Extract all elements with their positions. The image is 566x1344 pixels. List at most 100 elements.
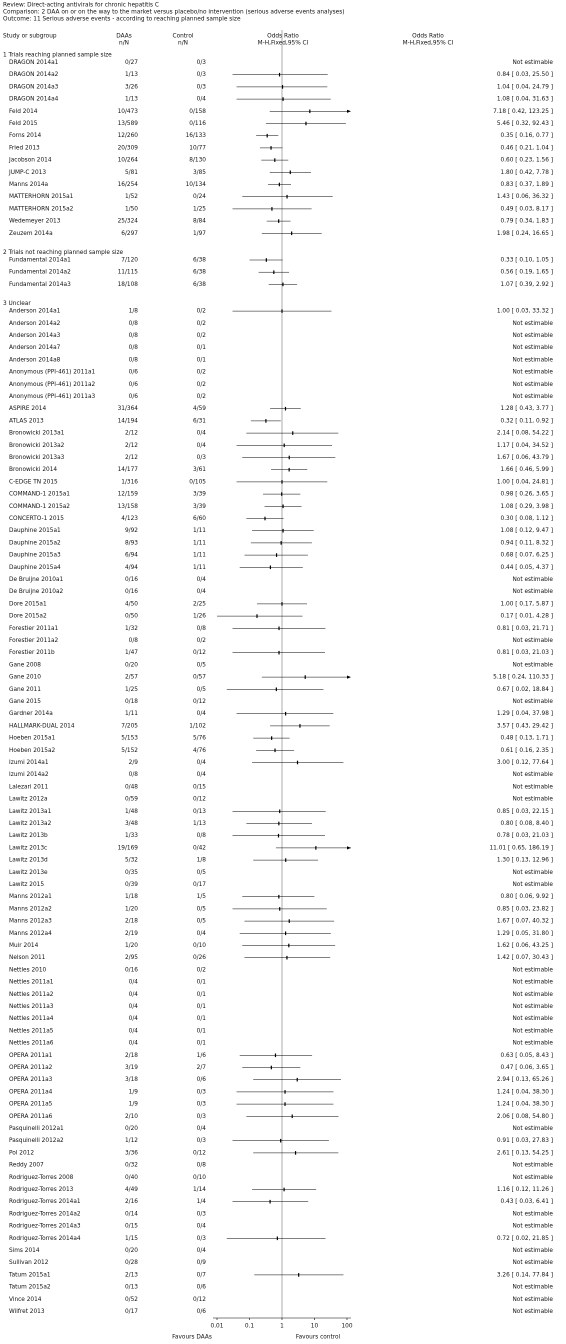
control-count: 0/2 [197, 967, 207, 973]
daas-count: 7/120 [121, 258, 138, 264]
result-label: 0.43 [ 0.03, 6.41 ] [501, 1199, 553, 1205]
study-name: C-EDGE TN 2015 [9, 479, 58, 485]
result-label: Not estimable [512, 797, 553, 803]
result-label: Not estimable [512, 980, 553, 986]
control-count: 0/1 [197, 1004, 207, 1010]
study-name: Dauphine 2015a4 [9, 565, 61, 571]
result-label: 7.18 [ 0.42, 123.25 ] [493, 109, 553, 115]
point-estimate [270, 146, 272, 150]
study-name: Forestier 2011a2 [9, 638, 58, 644]
result-label: 0.35 [ 0.16, 0.77 ] [501, 133, 553, 139]
daas-count: 0/48 [125, 784, 138, 790]
study-name: Lawitz 2013b [9, 833, 48, 839]
control-count: 0/1 [197, 1041, 207, 1047]
daas-count: 20/309 [118, 145, 139, 151]
daas-count: 0/14 [125, 1211, 138, 1217]
control-count: 0/2 [197, 394, 207, 400]
result-label: Not estimable [512, 772, 553, 778]
study-name: Sullivan 2012 [9, 1260, 49, 1266]
control-count: 0/3 [197, 455, 207, 461]
result-label: 0.33 [ 0.10, 1.05 ] [501, 258, 553, 264]
study-name: Lawitz 2013a1 [9, 809, 52, 815]
control-count: 0/116 [189, 121, 206, 127]
point-estimate [277, 833, 280, 838]
daas-count: 1/20 [125, 906, 138, 912]
daas-count: 1/18 [125, 894, 138, 900]
col-daas: DAAs [116, 34, 131, 40]
result-label: 0.32 [ 0.11, 0.92 ] [501, 418, 553, 424]
control-count: 0/3 [197, 1211, 207, 1217]
result-label: 0.80 [ 0.08, 8.40 ] [501, 821, 553, 827]
daas-count: 3/36 [125, 1150, 138, 1156]
daas-count: 2/57 [125, 675, 138, 681]
result-label: Not estimable [512, 589, 553, 595]
result-label: 2.94 [ 0.13, 65.26 ] [497, 1077, 553, 1083]
daas-count: 2/12 [125, 431, 138, 437]
study-name: Anderson 2014a8 [9, 357, 61, 363]
daas-count: 0/8 [129, 772, 139, 778]
study-name: Forestier 2011b [9, 650, 55, 656]
control-count: 0/12 [193, 699, 206, 705]
result-label: 2.06 [ 0.08, 54.80 ] [497, 1114, 553, 1120]
outcome: Outcome: 11 Serious adverse events - acc… [3, 17, 241, 23]
point-estimate [284, 931, 287, 936]
daas-count: 1/9 [129, 1089, 139, 1095]
daas-count: 0/16 [125, 577, 138, 583]
control-count: 0/4 [197, 931, 207, 937]
group-title: 1 Trials reaching planned sample size [3, 53, 112, 59]
result-label: 0.79 [ 0.34, 1.83 ] [501, 219, 553, 225]
point-estimate [278, 894, 280, 899]
control-count: 0/5 [197, 870, 207, 876]
point-estimate [271, 207, 273, 211]
study-name: Rodriguez-Torres 2014a1 [9, 1199, 81, 1205]
review: Review: Direct-acting antivirals for chr… [3, 3, 159, 9]
result-label: Not estimable [512, 382, 553, 388]
control-count: 0/5 [197, 906, 207, 912]
result-label: Not estimable [512, 1126, 553, 1132]
daas-count: 2/19 [125, 931, 138, 937]
result-label: 1.08 [ 0.04, 31.63 ] [497, 97, 553, 103]
control-count: 0/4 [197, 431, 207, 437]
result-label: Not estimable [512, 967, 553, 973]
col-result: Odds Ratio [412, 34, 444, 40]
result-label: 0.91 [ 0.03, 27.83 ] [497, 1138, 553, 1144]
daas-count: 1/47 [125, 650, 138, 656]
point-estimate [273, 270, 275, 274]
study-name: Fundamental 2014a3 [9, 282, 71, 288]
daas-count: 1/32 [125, 626, 138, 632]
study-name: Tatum 2015a2 [8, 1285, 51, 1291]
point-estimate [269, 565, 272, 570]
study-name: Lawitz 2013c [9, 845, 47, 851]
result-label: Not estimable [512, 638, 553, 644]
study-name: COMMAND-1 2015a1 [9, 492, 70, 498]
control-count: 0/10 [193, 1175, 206, 1181]
control-count: 0/17 [193, 882, 206, 888]
result-label: Not estimable [512, 321, 553, 327]
study-name: Nelson 2011 [9, 955, 46, 961]
control-count: 0/4 [197, 1224, 207, 1230]
control-count: 0/2 [197, 382, 207, 388]
daas-count: 1/48 [125, 809, 138, 815]
control-count: 3/85 [193, 170, 206, 176]
daas-count: 0/27 [125, 60, 138, 66]
daas-count: 9/92 [125, 528, 138, 534]
daas-count: 11/115 [118, 270, 139, 276]
control-count: 2/25 [193, 601, 206, 607]
study-name: Anonymous (PPI-461) 2011a3 [9, 394, 96, 400]
result-label: 1.17 [ 0.04, 34.52 ] [497, 443, 553, 449]
daas-count: 2/10 [125, 1114, 138, 1120]
study-name: Gane 2010 [9, 675, 41, 681]
study-name: Nettles 2011a5 [9, 1028, 54, 1034]
control-count: 0/3 [197, 60, 207, 66]
daas-count: 1/11 [125, 711, 138, 717]
result-label: 1.30 [ 0.13, 12.96 ] [497, 858, 553, 864]
study-name: Nettles 2011a6 [9, 1041, 54, 1047]
daas-count: 1/50 [125, 206, 138, 212]
point-estimate [265, 419, 267, 423]
study-name: DRAGON 2014a1 [9, 60, 59, 66]
study-name: Lawitz 2013a2 [9, 821, 52, 827]
result-label: 0.63 [ 0.05, 8.43 ] [501, 1053, 553, 1059]
point-estimate [280, 1138, 282, 1143]
daas-count: 2/18 [125, 919, 138, 925]
study-name: Bronowicki 2013a2 [9, 443, 65, 449]
